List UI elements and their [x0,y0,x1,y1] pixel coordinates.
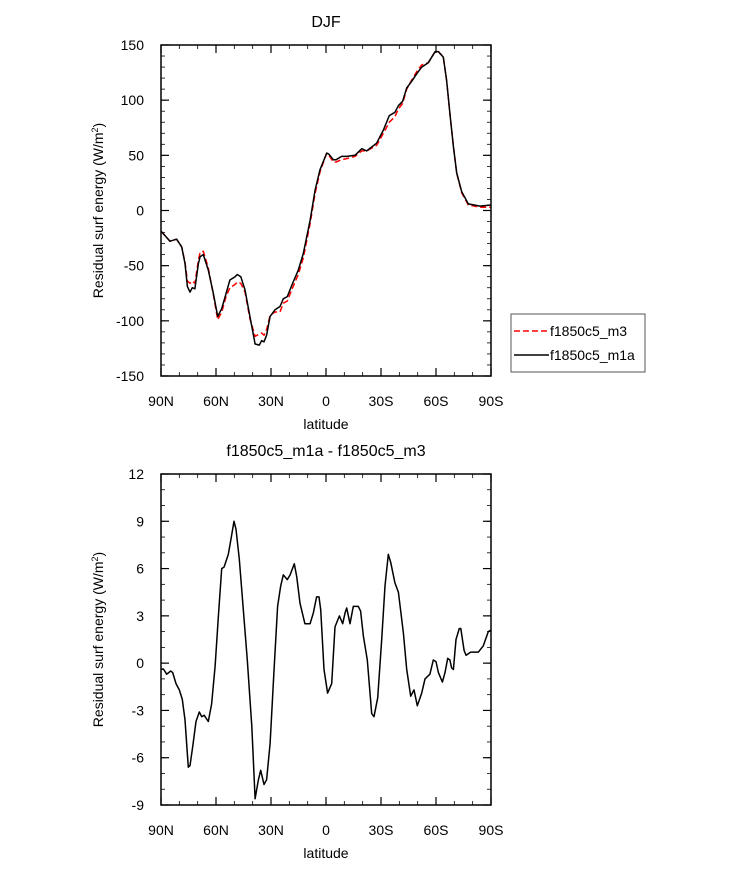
x-axis-label: latitude [303,416,348,432]
y-axis-label: Residual surf energy (W/m2) [90,552,106,727]
y-axis-label-text: Residual surf energy (W/m [90,561,106,727]
legend-label: f1850c5_m3 [550,323,627,339]
y-tick-label: 3 [136,608,144,624]
chart-difference: 90N 60N 30N 0 30S 60S 90S 12 9 6 3 0 -3 -6 -9 f1850c5_m… [90,443,503,861]
y-tick-label: -6 [132,750,145,766]
series-line-difference [160,520,492,800]
legend-label: f1850c5_m1a [550,347,635,363]
x-tick-label: 0 [322,393,330,409]
legend: f1850c5_m3 f1850c5_m1a [510,313,646,373]
x-tick-label: 30S [369,822,394,838]
y-tick-label: -9 [132,797,145,813]
y-axis-label-close: ) [90,552,106,557]
x-tick-label: 30S [369,393,394,409]
x-tick-label: 30N [258,393,284,409]
x-tick-label: 90N [148,822,174,838]
y-tick-label: 150 [121,37,145,53]
y-tick-label: 0 [136,203,144,219]
y-tick-label: -100 [116,313,144,329]
y-axis-label-sup: 2 [90,556,100,561]
y-tick-label: -3 [132,702,145,718]
x-tick-label: 60N [203,393,229,409]
x-tick-label: 60S [424,822,449,838]
y-tick-label: -50 [124,258,144,274]
y-axis-label: Residual surf energy (W/m2) [90,123,106,298]
y-axis-label-sup: 2 [90,127,100,132]
y-axis-label-text: Residual surf energy (W/m [90,132,106,298]
chart-title: f1850c5_m1a - f1850c5_m3 [226,443,425,460]
y-tick-label: 50 [128,147,144,163]
y-tick-label: 6 [136,561,144,577]
x-tick-label: 90N [148,393,174,409]
plot-frame [160,44,492,377]
y-tick-label: -150 [116,368,144,384]
x-tick-label: 60S [424,393,449,409]
chart-djf: 90N 60N 30N 0 30S 60S 90S 150 100 50 0 -50 -100 -150 D… [90,14,646,432]
y-axis-label-close: ) [90,123,106,128]
plot-frame [160,473,492,806]
y-tick-label: 9 [136,513,144,529]
x-axis-label: latitude [303,845,348,861]
y-tick-label: 0 [136,655,144,671]
y-tick-label: 100 [121,92,145,108]
series-line-f1850c5_m1a [160,50,492,346]
x-tick-label: 90S [479,393,504,409]
x-tick-label: 60N [203,822,229,838]
chart-title: DJF [311,14,341,31]
y-tick-label: 12 [128,466,144,482]
legend-box [510,313,646,373]
x-tick-label: 0 [322,822,330,838]
x-tick-label: 30N [258,822,284,838]
series-line-f1850c5_m3 [160,50,491,338]
x-tick-label: 90S [479,822,504,838]
